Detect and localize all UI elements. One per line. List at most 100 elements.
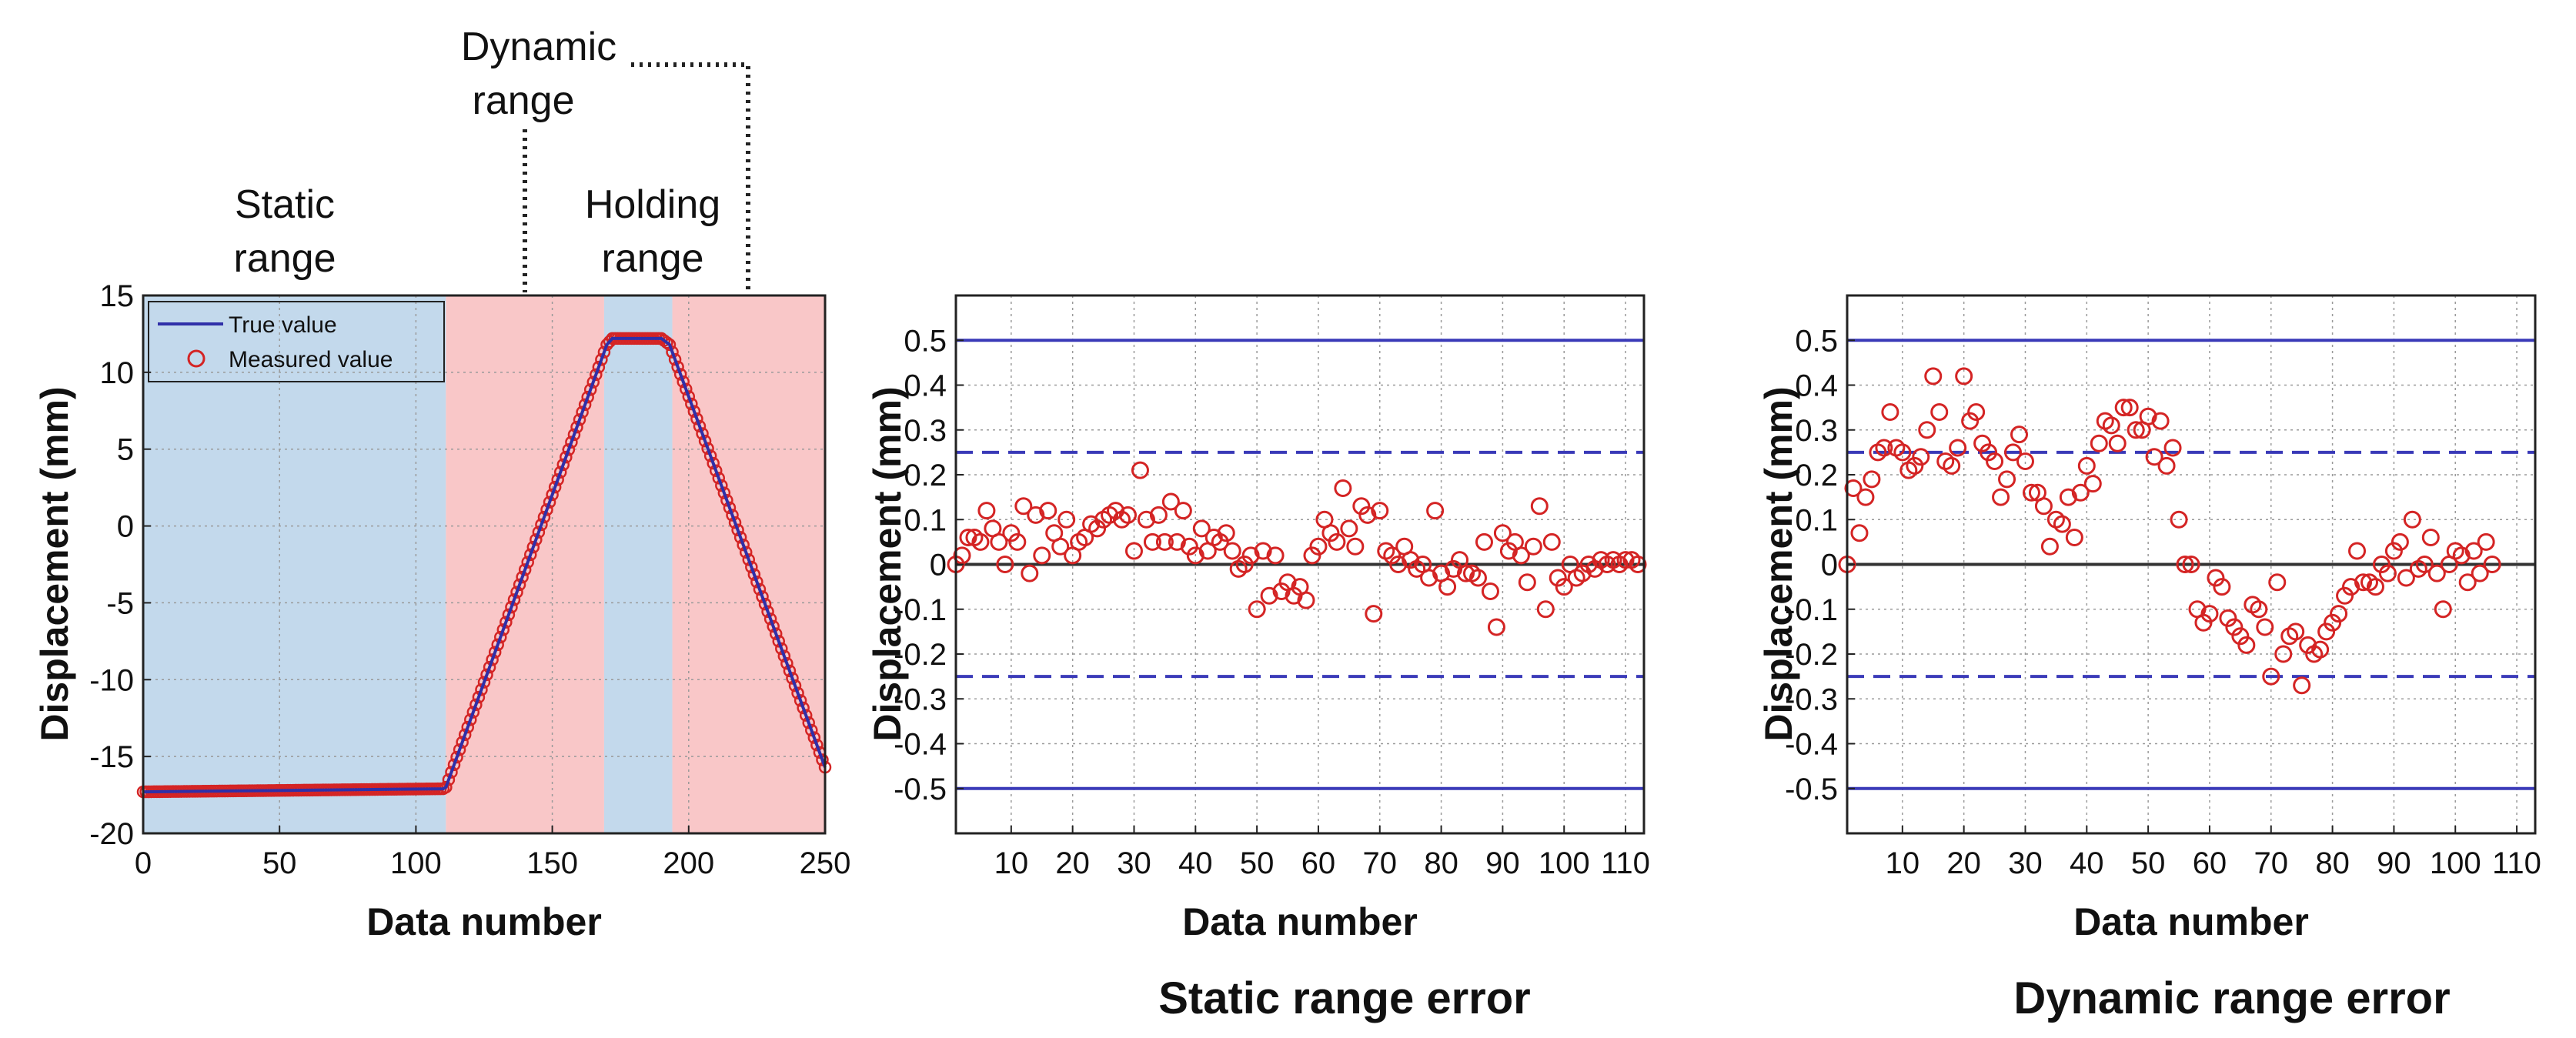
data-point bbox=[2200, 605, 2219, 623]
measured-point bbox=[543, 496, 556, 509]
tick-label-x: 10 bbox=[994, 846, 1029, 880]
data-point bbox=[1616, 551, 1635, 569]
tick-label-y: 0.3 bbox=[904, 414, 947, 448]
annotations: Dynamic range Static range Holding range bbox=[234, 25, 750, 292]
data-point bbox=[1051, 537, 1070, 556]
chart-dynamic-error-ylabel: Displacement (mm) bbox=[1757, 386, 1800, 741]
data-point bbox=[2145, 448, 2163, 466]
tick-label-y: 0.3 bbox=[1795, 414, 1838, 448]
annotation-dynamic-range-line2: range bbox=[473, 78, 575, 123]
data-point bbox=[1573, 564, 1592, 582]
tick-label-x: 110 bbox=[2492, 846, 2541, 880]
measured-point bbox=[540, 503, 553, 516]
tick-label-y: 0 bbox=[1821, 549, 1838, 582]
tick-label-x: 100 bbox=[1539, 846, 1590, 880]
data-point bbox=[1629, 556, 1647, 573]
measured-point bbox=[532, 526, 546, 539]
measured-point bbox=[556, 458, 570, 472]
data-point bbox=[1057, 510, 1076, 529]
measured-point bbox=[499, 616, 513, 629]
annotation-dynamic-range-line1: Dynamic bbox=[461, 25, 616, 69]
tick-label-x: 200 bbox=[663, 846, 714, 880]
measured-point bbox=[518, 563, 532, 576]
chart-static-error-caption: Static range error bbox=[1158, 973, 1531, 1023]
chart-main-regions bbox=[143, 295, 825, 833]
data-point bbox=[2311, 640, 2330, 659]
region-static bbox=[143, 295, 446, 833]
data-point bbox=[1863, 470, 1881, 489]
measured-point bbox=[466, 706, 480, 719]
tick-label-y: 0.2 bbox=[904, 459, 947, 492]
measured-point bbox=[717, 486, 731, 499]
measured-point bbox=[805, 723, 818, 737]
data-point bbox=[2016, 452, 2034, 471]
tick-label-x: 60 bbox=[2193, 846, 2227, 880]
data-point bbox=[990, 532, 1008, 551]
series-line-true-value bbox=[142, 336, 827, 794]
measured-point bbox=[439, 780, 453, 794]
measured-point bbox=[523, 548, 537, 562]
data-point bbox=[1955, 367, 1973, 385]
annotation-static-range-line1: Static bbox=[235, 182, 335, 227]
tick-label-y: -0.4 bbox=[894, 728, 947, 762]
data-point bbox=[1014, 497, 1033, 516]
measured-point bbox=[728, 516, 742, 529]
data-point bbox=[1088, 519, 1107, 538]
measured-point bbox=[799, 709, 813, 722]
data-point bbox=[1371, 502, 1389, 520]
measured-point bbox=[583, 383, 597, 396]
data-point bbox=[2083, 475, 2102, 493]
data-point bbox=[1906, 456, 1924, 475]
tick-label-y: 0.4 bbox=[904, 369, 947, 403]
measured-point bbox=[761, 605, 774, 619]
tick-label-x: 10 bbox=[1886, 846, 1920, 880]
data-point bbox=[1918, 421, 1936, 439]
measured-point bbox=[516, 570, 529, 584]
data-point bbox=[1260, 586, 1278, 605]
data-point bbox=[2256, 618, 2274, 636]
tick-label-y: -0.4 bbox=[1785, 728, 1838, 762]
data-point bbox=[1549, 569, 1567, 587]
data-point bbox=[1973, 434, 1992, 452]
data-point bbox=[1174, 502, 1192, 520]
data-point bbox=[1124, 542, 1143, 560]
measured-point bbox=[453, 743, 466, 756]
chart-static-error-reference-lines bbox=[956, 339, 1644, 790]
tick-label-x: 70 bbox=[1363, 846, 1398, 880]
measured-point bbox=[660, 335, 673, 349]
data-point bbox=[1119, 506, 1137, 524]
measured-point bbox=[486, 653, 499, 666]
data-point bbox=[2384, 542, 2403, 560]
data-point bbox=[1542, 532, 1561, 551]
measured-point bbox=[488, 646, 502, 659]
measured-point bbox=[767, 619, 780, 633]
data-point bbox=[2287, 622, 2305, 641]
measured-point bbox=[797, 701, 810, 715]
data-point bbox=[1924, 367, 1943, 385]
measured-point bbox=[745, 560, 758, 574]
data-point bbox=[2372, 556, 2391, 573]
data-point bbox=[2397, 569, 2415, 587]
tick-label-y: -0.2 bbox=[894, 638, 947, 672]
chart-dynamic-error: 10 20 30 40 50 60 70 80 90 100 110 0.5 0.4 0.3 0.2 0.1 0… bbox=[1757, 294, 2541, 1023]
measured-point bbox=[810, 738, 824, 752]
measured-point bbox=[758, 597, 772, 611]
data-point bbox=[2065, 529, 2083, 547]
measured-point bbox=[750, 575, 763, 589]
measured-point bbox=[715, 479, 728, 492]
data-point bbox=[1241, 546, 1260, 565]
data-point bbox=[1328, 532, 1346, 551]
measured-point bbox=[513, 578, 526, 592]
tick-label-y: 0.5 bbox=[1795, 324, 1838, 358]
chart-dynamic-error-ticks: 10 20 30 40 50 60 70 80 90 100 110 0.5 0.4 0.3 0.2 0.1 0… bbox=[1785, 324, 2541, 880]
measured-point bbox=[578, 398, 592, 412]
measured-point bbox=[456, 736, 469, 749]
data-point bbox=[2114, 399, 2133, 417]
data-point bbox=[1266, 546, 1285, 565]
data-point bbox=[1943, 456, 1961, 475]
measured-point bbox=[502, 608, 516, 622]
dynamic-range-bracket bbox=[523, 62, 750, 292]
data-point bbox=[1445, 559, 1463, 578]
measured-point bbox=[548, 480, 562, 494]
data-point bbox=[2077, 456, 2096, 475]
